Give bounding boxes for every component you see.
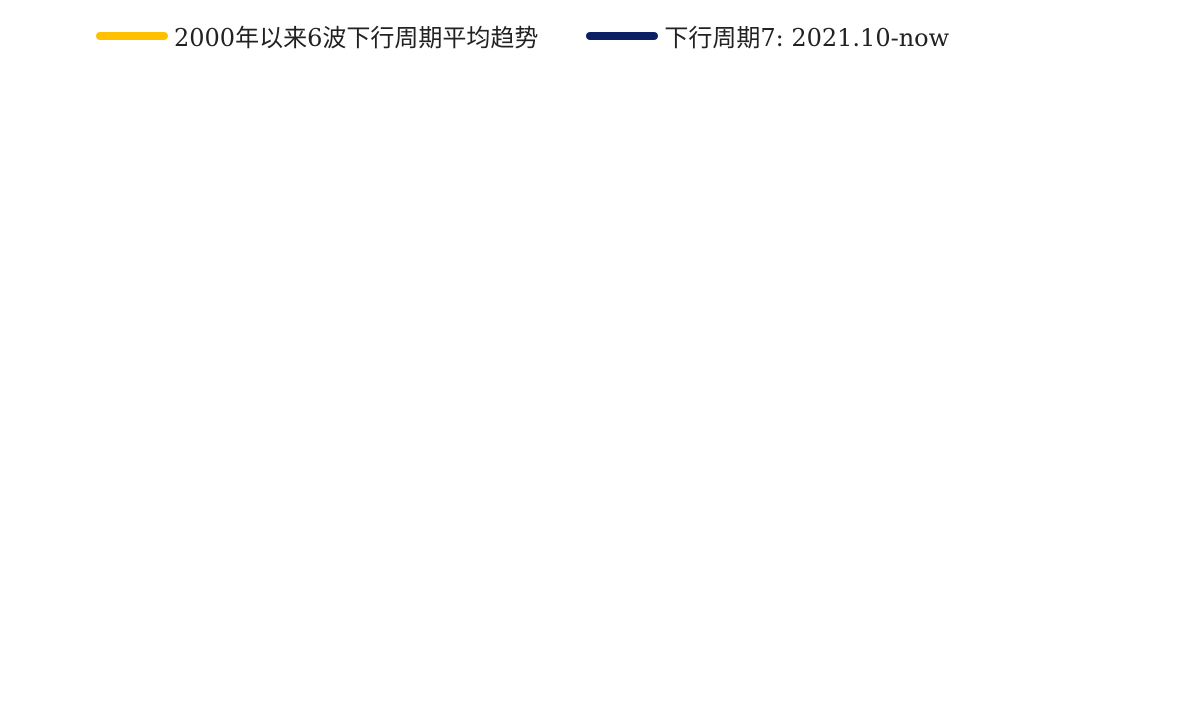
y-tick-label: 50 [49,361,77,386]
legend-label: 2000年以来6波下行周期平均趋势 [174,24,539,52]
x-tick-label: 901 [779,672,821,697]
y-tick-label: 80 [49,197,77,222]
legend-swatch-navy [586,31,659,40]
x-tick-label: 801 [700,672,742,697]
legend-label: 下行周期7: 2021.10-now [664,24,950,52]
y-tick-label: 100 [35,88,77,113]
x-tick-label: 1301 [1089,672,1145,697]
x-tick-label: 1101 [931,672,987,697]
y-tick-label: 0 [63,634,77,659]
legend-swatch-yellow [96,31,168,40]
x-tick-label: 201 [224,672,266,697]
x-tick-label: 1 [80,672,94,697]
legend: 2000年以来6波下行周期平均趋势 下行周期7: 2021.10-now [96,18,949,53]
legend-item-cycle7: 下行周期7: 2021.10-now [586,18,949,53]
x-tick-label: 101 [145,672,187,697]
series-line-1 [84,96,1163,605]
y-tick-label: 30 [49,470,77,495]
x-tick-label: 301 [304,672,346,697]
series-line-0 [83,95,787,643]
y-tick-label: 40 [49,416,77,441]
x-tick-label: 1001 [851,672,907,697]
x-tick-label: 701 [621,672,663,697]
y-tick-label: 70 [49,252,77,277]
y-tick-label: 60 [49,306,77,331]
x-tick-label: 601 [541,672,583,697]
x-tick-label: 1201 [1010,672,1066,697]
legend-item-average: 2000年以来6波下行周期平均趋势 [96,18,538,53]
y-tick-label: 20 [49,525,77,550]
x-tick-label: 401 [383,672,425,697]
y-tick-label: 10 [49,579,77,604]
y-tick-label: 90 [49,143,77,168]
x-tick-label: 501 [462,672,504,697]
